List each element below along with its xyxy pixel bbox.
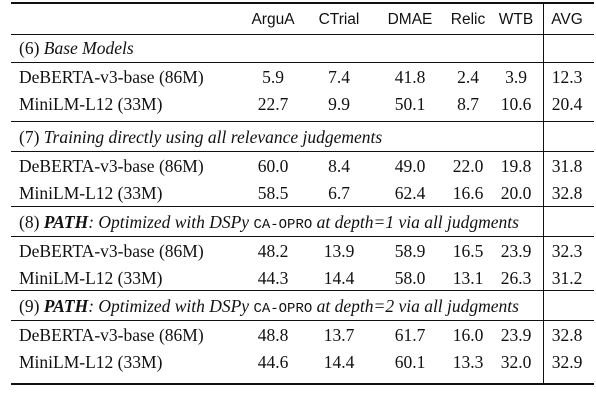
section-label-part: PATH [43,212,89,232]
section-label-part: at depth=2 via all judgments [312,296,519,316]
table-cell: 22.7 [257,94,289,114]
table-cell: 60.1 [394,352,426,372]
table-cell: 9.9 [328,94,350,114]
section-end-rule [11,121,594,122]
table-cell: 44.3 [257,268,289,288]
table-cell: 6.7 [328,183,350,203]
table-cell: 41.8 [394,67,426,87]
table-cell: 23.9 [500,325,532,345]
model-name: DeBERTA-v3-base (86M) [19,241,204,261]
section-label: (6) Base Models [19,37,134,59]
section-label-part: CA-OPRO [253,217,313,233]
model-name: MiniLM-L12 (33M) [19,268,163,288]
table-cell: 12.3 [551,67,583,87]
results-table: ArguA CTrial DMAE Relic WTB AVG (6) Base Model… [11,0,594,414]
table-cell: 26.3 [500,268,532,288]
section-label-part: at depth=1 via all judgments [312,212,519,232]
table-cell: 5.9 [262,67,284,87]
header-rule [11,34,594,35]
model-name: DeBERTA-v3-base (86M) [19,67,204,87]
table-cell: 32.0 [500,352,532,372]
table-cell: 44.6 [257,352,289,372]
table-cell: 20.4 [551,94,583,114]
table-bottom-rule [11,383,594,385]
table-cell: 13.7 [323,325,355,345]
section-label-part: (7) [19,127,44,147]
table-cell: 7.4 [328,67,350,87]
table-cell: 8.7 [457,94,479,114]
table-cell: 13.3 [452,352,484,372]
section-label-part: CA-OPRO [253,301,313,317]
table-cell: 50.1 [394,94,426,114]
table-cell: 2.4 [457,67,479,87]
model-name: DeBERTA-v3-base (86M) [19,156,204,176]
column-header: DMAE [387,11,433,28]
section-label-part: (6) [19,38,44,58]
table-top-rule [11,2,594,4]
section-rule [11,62,594,63]
model-name: DeBERTA-v3-base (86M) [19,325,204,345]
table-cell: 62.4 [394,183,426,203]
table-cell: 32.9 [551,352,583,372]
table-cell: 20.0 [500,183,532,203]
table-cell: 58.5 [257,183,289,203]
table-cell: 13.1 [452,268,484,288]
section-label: (9) PATH: Optimized with DSPy CA-OPRO at… [19,295,519,320]
section-end-rule [11,290,594,291]
section-label: (7) Training directly using all relevanc… [19,126,382,148]
section-rule [11,320,594,321]
table-cell: 14.4 [323,352,355,372]
table-cell: 13.9 [323,241,355,261]
column-header: AVG [551,11,583,28]
section-label-part: (8) [19,212,44,232]
table-cell: 32.8 [551,183,583,203]
table-cell: 32.8 [551,325,583,345]
model-name: MiniLM-L12 (33M) [19,352,163,372]
column-header: WTB [498,11,534,28]
model-name: MiniLM-L12 (33M) [19,94,163,114]
table-cell: 19.8 [500,156,532,176]
table-cell: 60.0 [257,156,289,176]
table-cell: 58.0 [394,268,426,288]
section-label-part: PATH [43,296,89,316]
section-label-part: Base Models [43,38,134,58]
table-cell: 23.9 [500,241,532,261]
table-cell: 48.8 [257,325,289,345]
table-cell: 31.8 [551,156,583,176]
table-cell: 14.4 [323,268,355,288]
table-cell: 48.2 [257,241,289,261]
table-cell: 16.0 [452,325,484,345]
section-rule [11,236,594,237]
section-rule [11,151,594,152]
table-cell: 10.6 [500,94,532,114]
table-cell: 31.2 [551,268,583,288]
table-cell: 61.7 [394,325,426,345]
section-label-part: Training directly using all relevance ju… [43,127,383,147]
table-cell: 49.0 [394,156,426,176]
model-name: MiniLM-L12 (33M) [19,183,163,203]
section-end-rule [11,206,594,207]
table-cell: 22.0 [452,156,484,176]
section-label-part: : Optimized with DSPy [88,296,254,316]
column-header: Relic [450,11,486,28]
section-label-part: (9) [19,296,44,316]
table-cell: 3.9 [505,67,527,87]
table-cell: 58.9 [394,241,426,261]
section-label: (8) PATH: Optimized with DSPy CA-OPRO at… [19,211,519,236]
table-cell: 16.6 [452,183,484,203]
table-cell: 32.3 [551,241,583,261]
table-cell: 8.4 [328,156,350,176]
column-header: CTrial [318,11,360,28]
table-cell: 16.5 [452,241,484,261]
column-header: ArguA [251,11,295,28]
avg-column-divider [543,2,544,384]
section-label-part: : Optimized with DSPy [88,212,254,232]
